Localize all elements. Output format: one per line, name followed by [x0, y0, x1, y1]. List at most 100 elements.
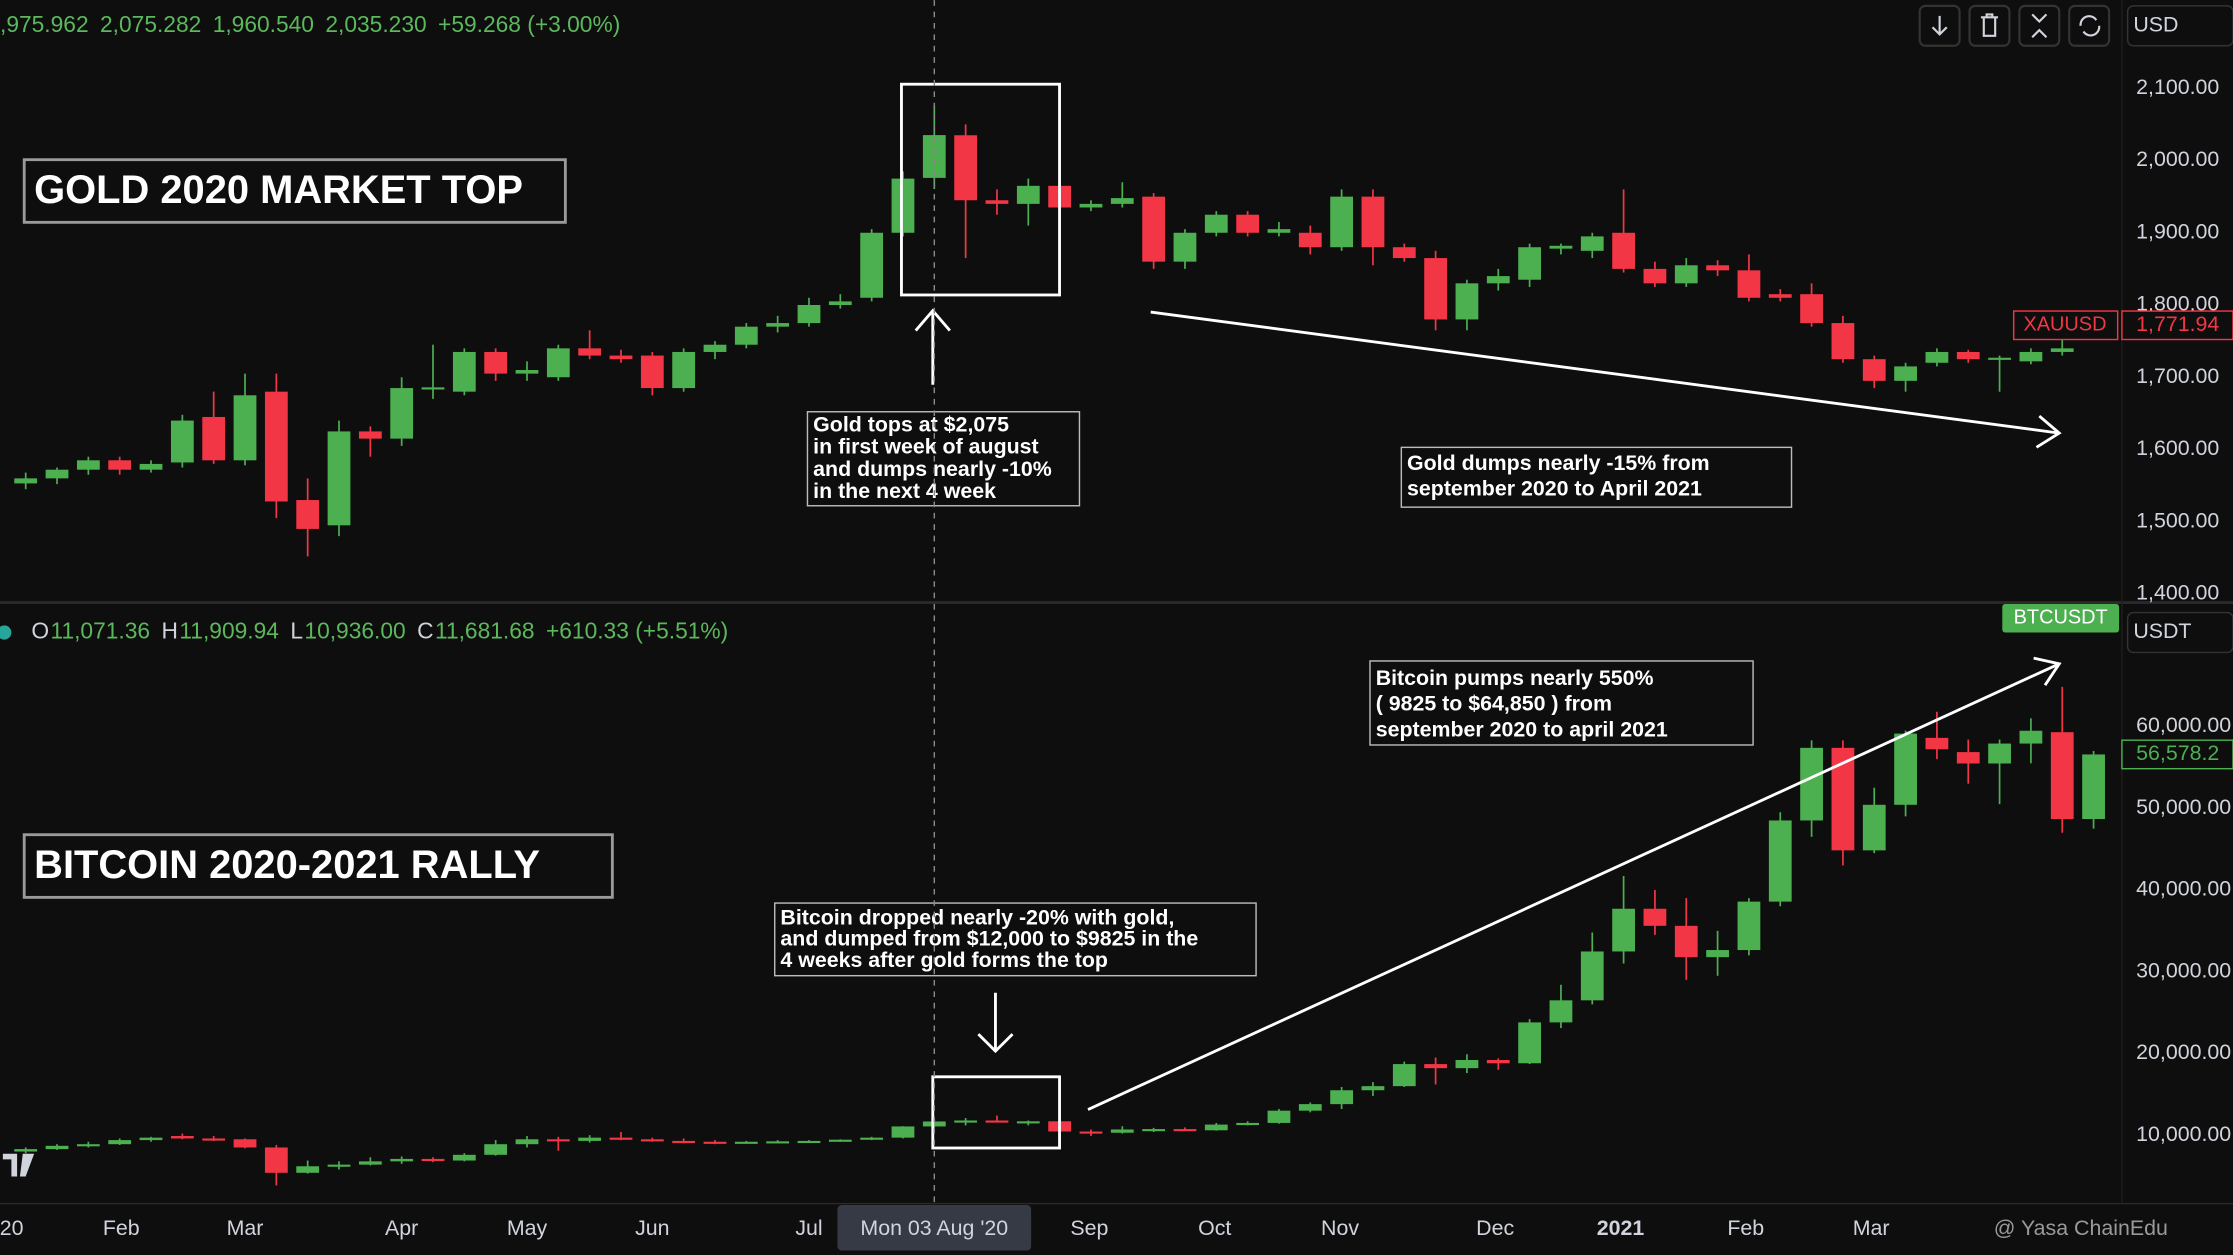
legend-value: ,975.962 — [0, 11, 89, 37]
candle-body — [2019, 730, 2043, 744]
arrow — [914, 308, 951, 385]
candle-body — [954, 1120, 978, 1123]
candle-body — [546, 1139, 570, 1142]
candle-body — [1330, 196, 1354, 248]
candle-body — [1079, 1131, 1103, 1134]
x-tick-label: Sep — [1070, 1216, 1108, 1240]
x-tick-label: Apr — [385, 1216, 418, 1240]
candle-body — [1424, 258, 1448, 320]
candle-body — [233, 395, 257, 461]
candle-body — [170, 1136, 194, 1139]
candle-body — [1142, 1129, 1166, 1132]
currency-button[interactable] — [2126, 611, 2233, 654]
y-tick-label: 2,000.00 — [2136, 147, 2219, 171]
candle-body — [1298, 232, 1322, 248]
annotation-text: Bitcoin dropped nearly -20% with gold, — [780, 905, 1174, 929]
candle-body — [1204, 214, 1228, 233]
x-tick-label: Jul — [795, 1216, 822, 1240]
candle-body — [1831, 747, 1855, 851]
candle-body — [1549, 245, 1573, 249]
candle-body — [640, 1139, 664, 1142]
candle-body — [108, 1140, 132, 1145]
x-tick-label: Feb — [103, 1216, 140, 1240]
legend-value: 2,035.230 — [325, 11, 426, 37]
candle-body — [1173, 232, 1197, 262]
candle-body — [45, 1145, 69, 1150]
symbol-tag — [2012, 310, 2119, 341]
y-tick-label: 10,000.00 — [2136, 1122, 2231, 1146]
candle-body — [358, 431, 382, 439]
x-tick-label: Nov — [1321, 1216, 1359, 1240]
candle-body — [2019, 351, 2043, 362]
arrow — [1087, 656, 2062, 1111]
candle-body — [264, 1147, 288, 1173]
annotation-text: Gold tops at $2,075 — [813, 413, 1009, 437]
status-dot — [0, 625, 12, 640]
candle-body — [2050, 732, 2074, 820]
candle-body — [170, 420, 194, 463]
title-box — [22, 158, 567, 224]
x-tick-label: Oct — [1198, 1216, 1231, 1240]
arrow — [1150, 310, 2062, 449]
candle-body — [1956, 351, 1980, 360]
annotation-text: in the next 4 week — [813, 479, 996, 503]
candle-body — [1768, 820, 1792, 902]
candle-body — [1518, 1022, 1541, 1064]
candle-body — [734, 326, 758, 345]
delete-button[interactable] — [1968, 4, 2011, 47]
chart-title: GOLD 2020 MARKET TOP — [34, 168, 523, 212]
candle-body — [139, 463, 163, 470]
y-tick-label: 60,000.00 — [2136, 713, 2231, 737]
y-tick-label: 1,900.00 — [2136, 219, 2219, 243]
highlight-box — [931, 1075, 1061, 1150]
symbol-label: XAUUSD — [2023, 314, 2106, 336]
candle-body — [1580, 236, 1604, 251]
candle-body — [76, 460, 100, 470]
title-box — [22, 833, 614, 899]
legend-value: 2,075.282 — [100, 11, 201, 37]
annotation-text: in first week of august — [813, 435, 1039, 459]
candle-body — [1737, 270, 1761, 298]
candle-body — [1831, 323, 1855, 360]
candle-body — [1486, 1059, 1510, 1064]
candle-body — [14, 1149, 38, 1152]
download-button[interactable] — [1918, 4, 1961, 47]
candle-body — [108, 460, 132, 470]
candle-body — [609, 355, 633, 360]
annotation-text: 4 weeks after gold forms the top — [780, 948, 1108, 972]
candle-body — [1800, 747, 1823, 821]
annotation-text: and dumped from $12,000 to $9825 in the — [780, 927, 1198, 951]
refresh-button[interactable] — [2068, 4, 2111, 47]
currency-button[interactable] — [2126, 5, 2233, 47]
candle-body — [2082, 754, 2105, 820]
x-tick-label: Mar — [227, 1216, 264, 1240]
legend-key: O — [31, 618, 49, 644]
candle-body — [1330, 1090, 1354, 1105]
candle-body — [1737, 901, 1761, 951]
legend-key: H — [161, 618, 177, 644]
last-price-tag — [2121, 310, 2233, 341]
collapse-button[interactable] — [2018, 4, 2061, 47]
candle-body — [1298, 1104, 1322, 1111]
candle-body — [1894, 733, 1917, 805]
toolbar[interactable] — [1918, 4, 2111, 47]
candle-body — [1862, 804, 1886, 851]
candle-body — [390, 388, 414, 439]
annotation-text: september 2020 to April 2021 — [1407, 477, 1702, 501]
candle-body — [1643, 268, 1667, 284]
candle-body — [1486, 276, 1510, 284]
candle-body — [578, 348, 602, 356]
candle-body — [766, 323, 790, 327]
candle-body — [484, 1144, 508, 1155]
candle-body — [264, 391, 288, 502]
x-tick-label: Feb — [1727, 1216, 1764, 1240]
candle-body — [1267, 229, 1291, 233]
candle-body — [1518, 247, 1541, 280]
candle-body — [1455, 1059, 1479, 1069]
candle-body — [1110, 198, 1134, 204]
annotation-box — [1369, 660, 1754, 746]
candle-body — [421, 1158, 445, 1162]
y-tick-label: 1,600.00 — [2136, 436, 2219, 460]
legend-value: 11,071.36 — [50, 618, 150, 644]
download-icon — [1931, 15, 1948, 36]
